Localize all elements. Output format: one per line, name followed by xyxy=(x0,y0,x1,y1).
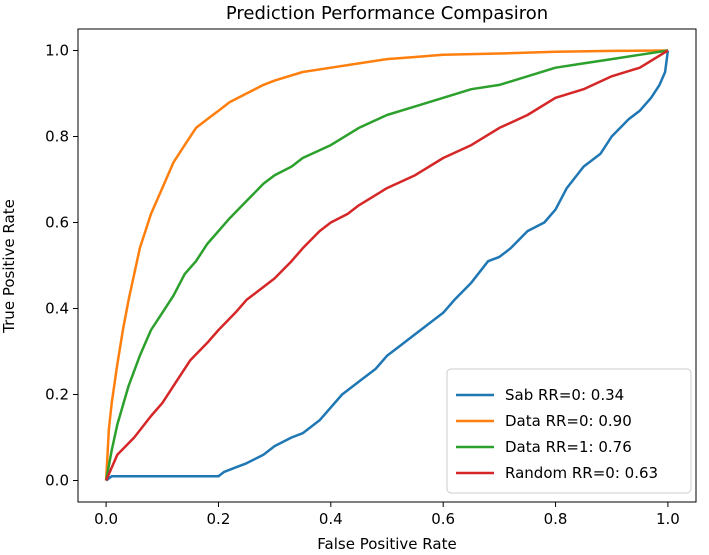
y-tick-label: 1.0 xyxy=(45,42,69,60)
legend: Sab RR=0: 0.34 Data RR=0: 0.90 Data RR=1: … xyxy=(446,368,692,494)
chart-title: Prediction Performance Compasiron xyxy=(226,3,548,24)
legend-label-0: Sab RR=0: 0.34 xyxy=(505,386,624,404)
plot-area xyxy=(104,49,670,482)
x-tick-label: 0.6 xyxy=(431,510,455,528)
x-axis: 0.0 0.2 0.4 0.6 0.8 1.0 xyxy=(94,502,680,528)
x-tick-label: 0.2 xyxy=(207,510,231,528)
x-tick-label: 0.8 xyxy=(544,510,568,528)
plot-frame xyxy=(77,28,697,503)
y-axis: 0.0 0.2 0.4 0.6 0.8 1.0 xyxy=(45,42,78,490)
y-tick-label: 0.8 xyxy=(45,128,69,146)
x-axis-label: False Positive Rate xyxy=(317,535,456,553)
y-axis-label: True Positive Rate xyxy=(0,199,18,334)
series-line-1 xyxy=(104,49,668,481)
legend-label-3: Random RR=0: 0.63 xyxy=(505,464,658,482)
legend-label-1: Data RR=0: 0.90 xyxy=(505,412,632,430)
y-tick-label: 0.0 xyxy=(45,472,69,490)
y-tick-label: 0.4 xyxy=(45,300,69,318)
legend-box xyxy=(446,368,692,494)
x-tick-label: 1.0 xyxy=(656,510,680,528)
y-tick-label: 0.6 xyxy=(45,214,69,232)
series-line-3 xyxy=(104,49,669,481)
series-line-0 xyxy=(105,50,670,482)
y-tick-label: 0.2 xyxy=(45,386,69,404)
series-line-2 xyxy=(104,49,669,481)
x-tick-label: 0.0 xyxy=(94,510,118,528)
x-tick-label: 0.4 xyxy=(319,510,343,528)
legend-label-2: Data RR=1: 0.76 xyxy=(505,438,632,456)
